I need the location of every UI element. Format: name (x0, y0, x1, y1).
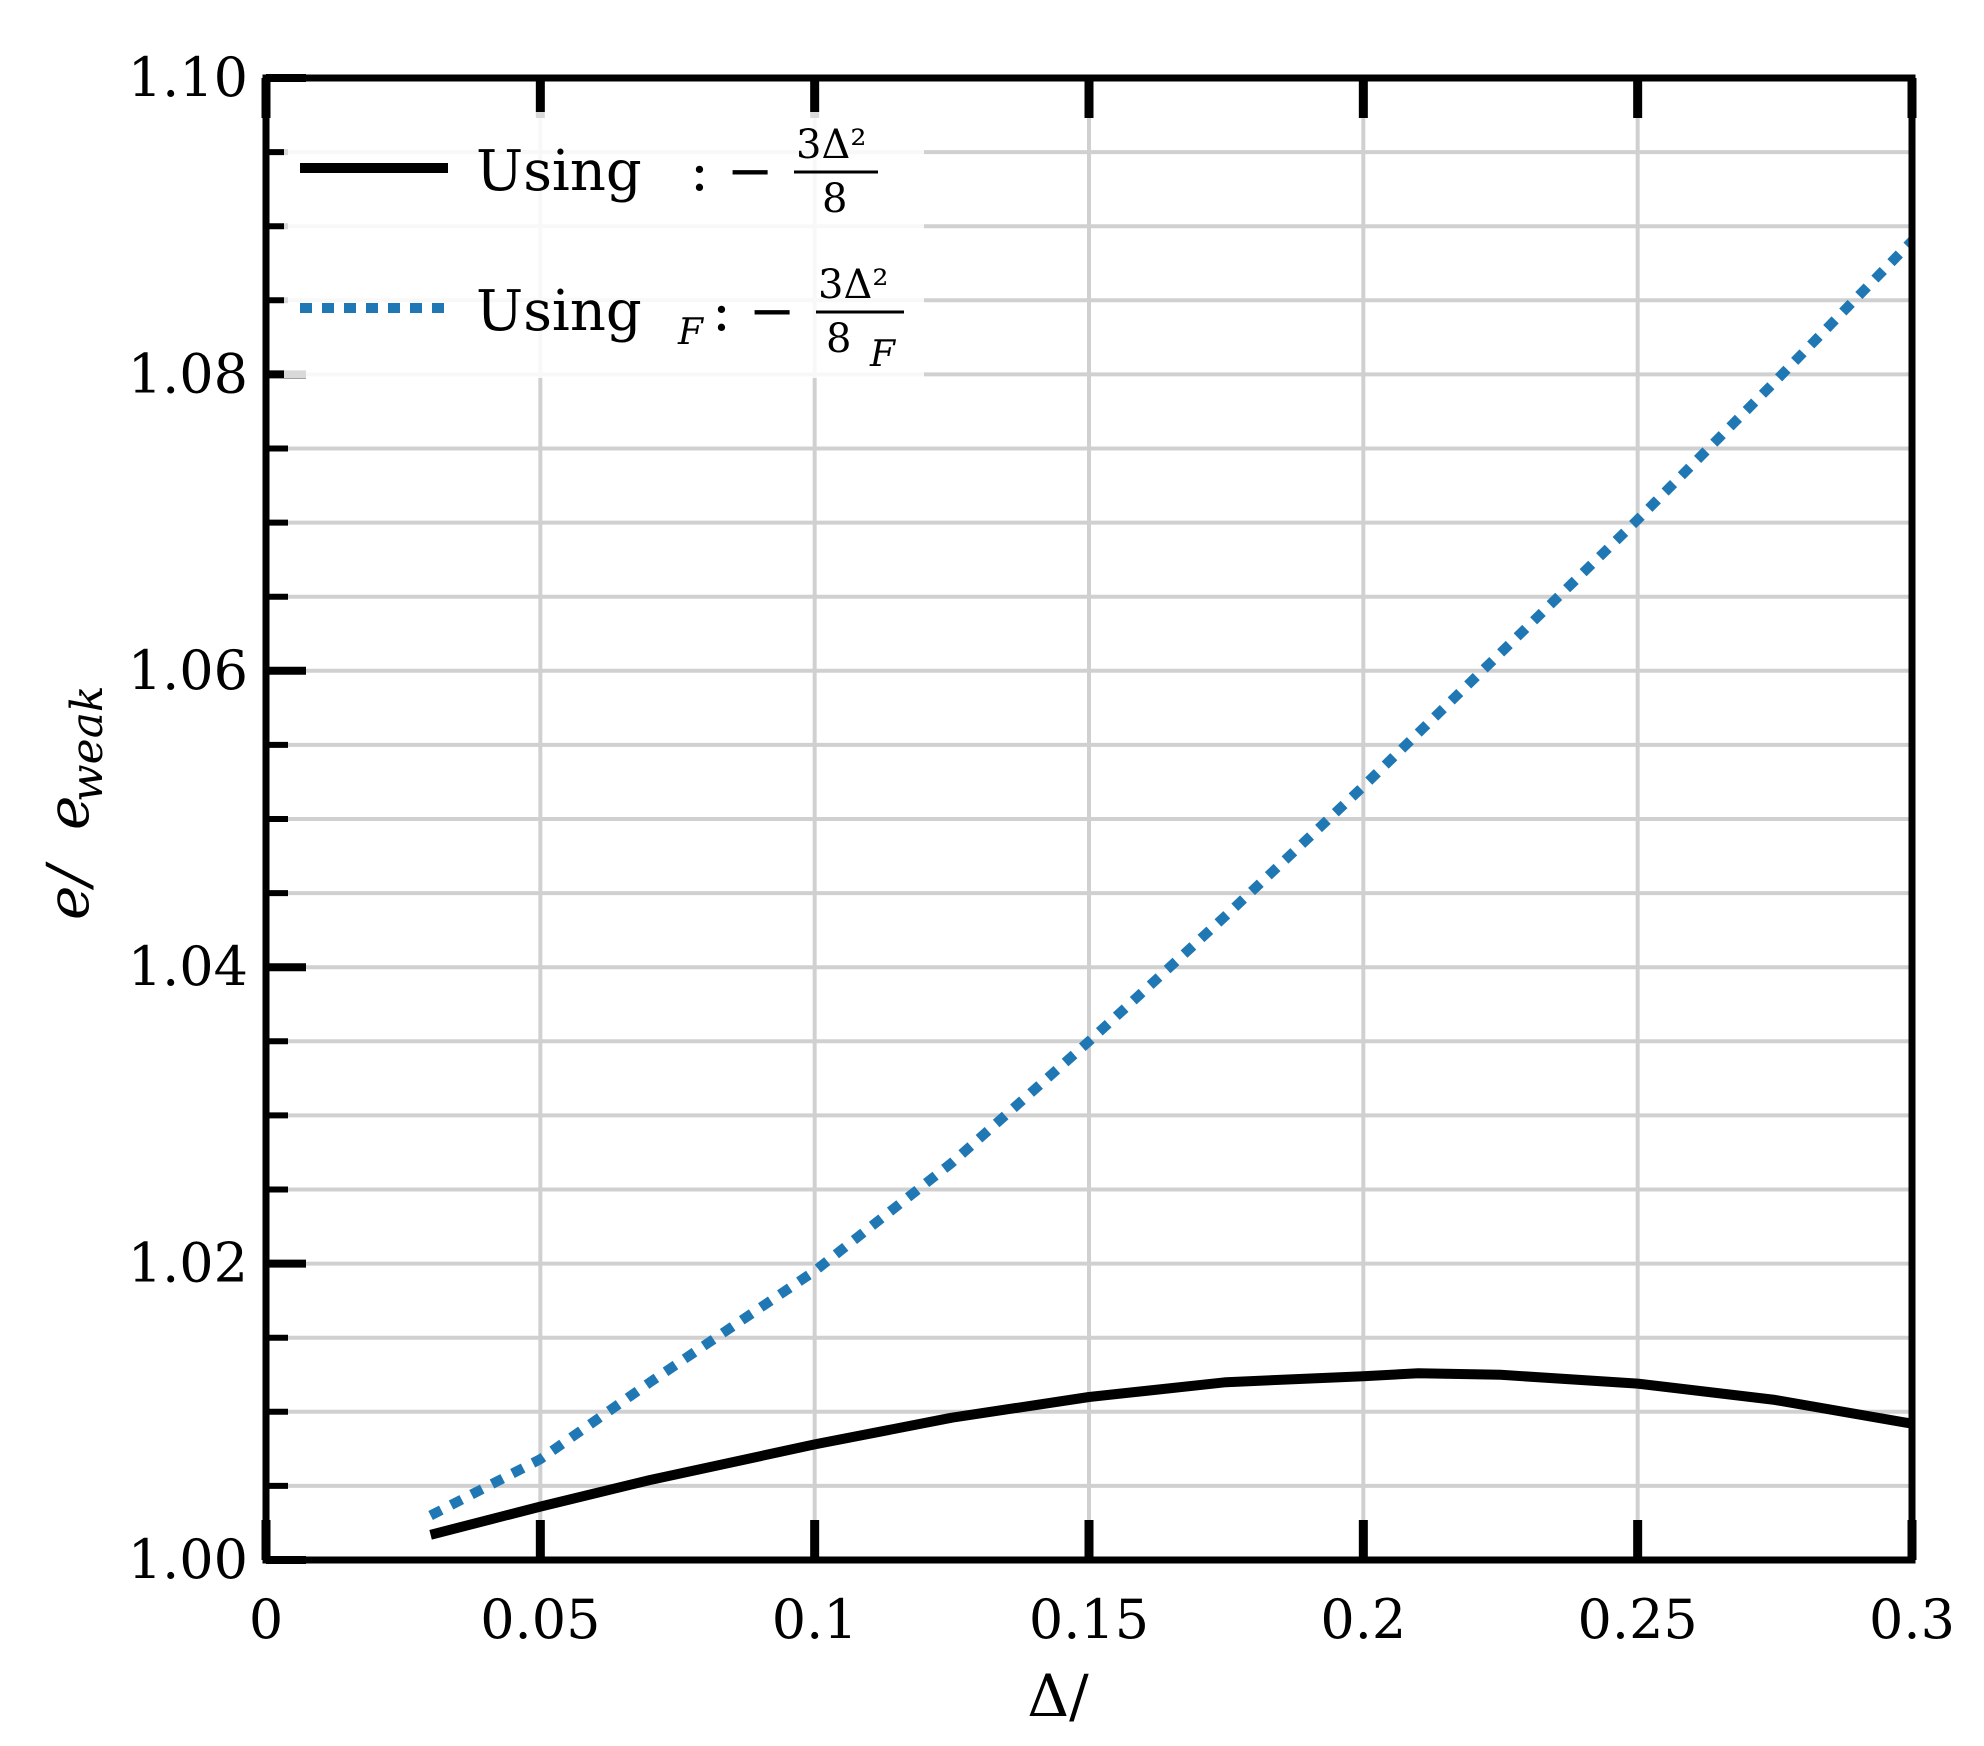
legend-label-series-1: Using (476, 139, 642, 204)
x-tick-label: 0.15 (1029, 1588, 1149, 1651)
plot-frame (262, 74, 1916, 1564)
y-axis-label: e/ e weak (34, 685, 113, 920)
x-tick-label: 0.05 (480, 1588, 600, 1651)
legend-numerator-series-1: 3Δ² (796, 122, 866, 168)
y-axis-label-e: e (34, 796, 102, 830)
x-tick-label: 0.1 (772, 1588, 858, 1651)
series-line-1 (429, 1368, 1913, 1540)
legend-denominator-subscript-series-2: F (869, 334, 897, 375)
x-tick-label: 0.2 (1320, 1588, 1406, 1651)
legend: Using : − 3Δ² 8 Using F : − 3Δ² 8 F (284, 112, 924, 378)
y-tick-label: 1.10 (128, 46, 248, 109)
legend-colon-series-2: : − (712, 279, 796, 344)
x-axis-label: Δ/ (1027, 1662, 1089, 1730)
y-axis-label-subscript: weak (62, 685, 113, 802)
y-tick-label: 1.06 (128, 639, 248, 702)
x-tick-label: 0 (249, 1588, 283, 1651)
legend-numerator-series-2: 3Δ² (818, 262, 888, 308)
x-tick-label: 0.3 (1869, 1588, 1955, 1651)
y-tick-label: 1.08 (128, 342, 248, 405)
series-layer (428, 237, 1916, 1540)
legend-label-series-2: Using (476, 279, 642, 344)
legend-subscript-series-2: F (677, 312, 705, 353)
y-tick-label: 1.04 (128, 935, 248, 998)
series-line-2 (428, 237, 1916, 1520)
legend-background (284, 112, 924, 378)
y-axis-label-main: e/ (34, 861, 102, 920)
legend-denominator-series-1: 8 (822, 176, 847, 222)
y-tick-label: 1.02 (128, 1232, 248, 1295)
y-tick-label: 1.00 (128, 1528, 248, 1591)
legend-colon-series-1: : − (690, 139, 774, 204)
legend-denominator-series-2: 8 (826, 316, 851, 362)
tick-labels: 0 0.05 0.1 0.15 0.2 0.25 0.3 1.00 1.02 1.04 1.06 1.… (128, 46, 1955, 1651)
x-tick-label: 0.25 (1578, 1588, 1698, 1651)
